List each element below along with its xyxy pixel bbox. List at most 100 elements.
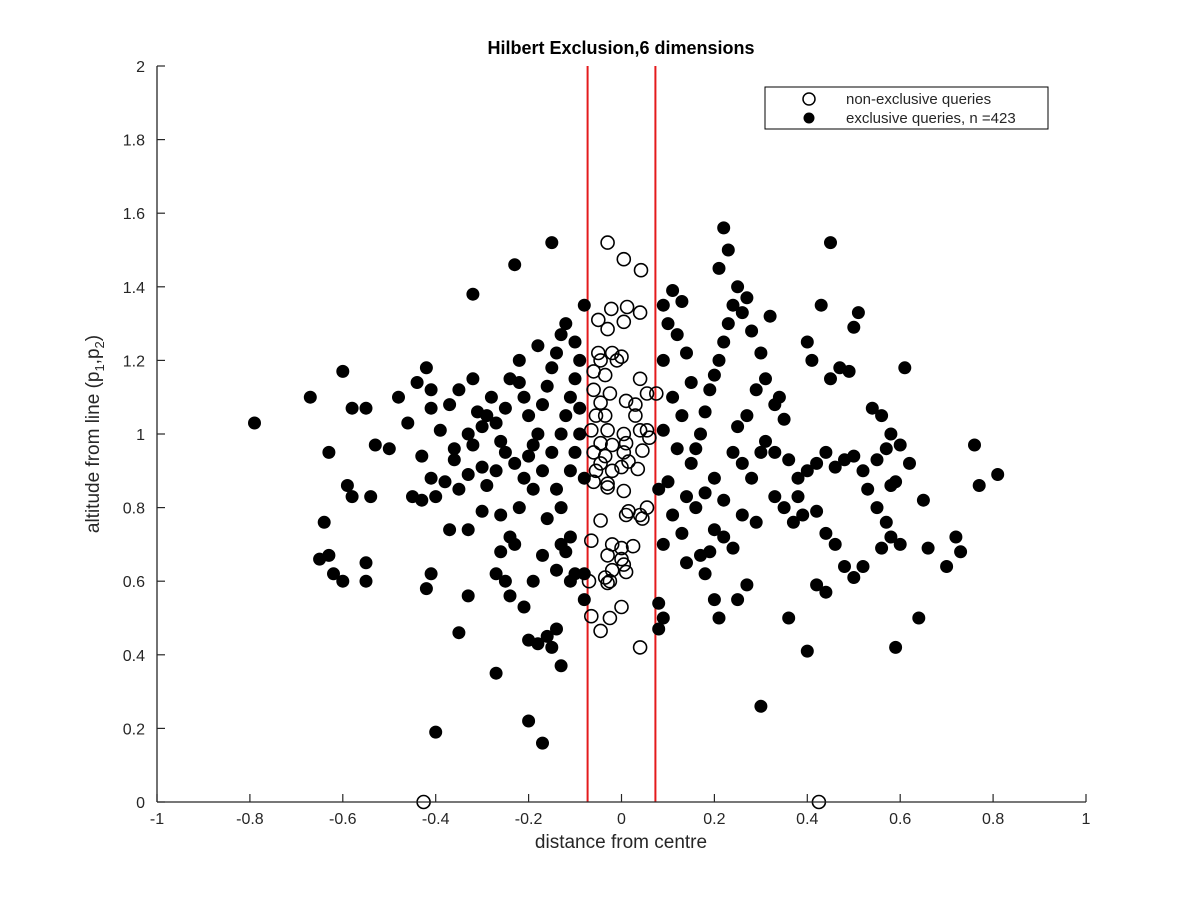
exclusive-point — [461, 523, 475, 537]
exclusive-point — [689, 442, 703, 456]
non-exclusive-point — [616, 483, 632, 499]
exclusive-point — [949, 530, 963, 544]
non-exclusive-point — [628, 408, 643, 423]
non-exclusive-point — [642, 430, 657, 446]
exclusive-point — [540, 629, 554, 643]
exclusive-point — [303, 390, 317, 404]
exclusive-point — [893, 438, 907, 452]
exclusive-point — [712, 261, 726, 275]
exclusive-point — [466, 372, 480, 386]
exclusive-point — [707, 593, 721, 607]
exclusive-point — [717, 221, 731, 235]
exclusive-point — [726, 541, 740, 555]
non-exclusive-point — [618, 393, 634, 409]
non-exclusive-point — [593, 435, 608, 451]
y-tick-label: 1.6 — [123, 206, 145, 223]
exclusive-point — [847, 449, 861, 463]
x-tick-label: -0.8 — [236, 811, 264, 828]
exclusive-point — [508, 258, 522, 272]
exclusive-point — [545, 640, 559, 654]
exclusive-point — [452, 482, 466, 496]
exclusive-point — [494, 545, 508, 559]
y-tick-label: 1.2 — [123, 353, 145, 370]
exclusive-point — [494, 508, 508, 522]
exclusive-point — [717, 335, 731, 349]
x-axis-label: distance from centre — [535, 832, 707, 853]
exclusive-point — [856, 464, 870, 478]
exclusive-point — [322, 445, 336, 459]
non-exclusive-point — [588, 463, 604, 479]
exclusive-point — [726, 445, 740, 459]
exclusive-point — [861, 482, 875, 496]
non-exclusive-point — [600, 235, 615, 250]
exclusive-point — [824, 372, 837, 386]
exclusive-point — [563, 390, 577, 404]
exclusive-point — [498, 574, 512, 588]
exclusive-point — [731, 420, 745, 434]
x-tick-label: 0.2 — [703, 811, 725, 828]
exclusive-point — [559, 545, 573, 559]
exclusive-point — [559, 317, 573, 331]
exclusive-point — [484, 390, 498, 404]
exclusive-point — [675, 526, 689, 540]
exclusive-point — [345, 490, 359, 504]
y-tick-label: 2 — [136, 59, 145, 76]
non-exclusive-point — [590, 345, 606, 361]
non-exclusive-point — [632, 371, 648, 387]
exclusive-point — [438, 475, 452, 489]
exclusive-point — [810, 504, 824, 518]
exclusive-point — [828, 537, 842, 551]
exclusive-point — [786, 515, 800, 529]
exclusive-point — [768, 445, 782, 459]
exclusive-point — [800, 644, 814, 658]
non-exclusive-point — [616, 445, 632, 460]
exclusive-point — [656, 423, 670, 437]
exclusive-point — [336, 364, 350, 378]
exclusive-point — [480, 409, 494, 423]
exclusive-point — [754, 346, 768, 360]
exclusive-point — [870, 501, 884, 515]
exclusive-point — [512, 376, 526, 389]
exclusive-point — [847, 571, 861, 584]
exclusive-point — [531, 637, 545, 651]
exclusive-point — [401, 416, 415, 430]
exclusive-point — [563, 464, 577, 478]
exclusive-point — [503, 530, 517, 544]
exclusive-point — [810, 456, 824, 470]
exclusive-point — [712, 611, 726, 625]
exclusive-point — [512, 353, 526, 367]
exclusive-point — [568, 335, 582, 349]
exclusive-point — [364, 490, 378, 504]
exclusive-point — [870, 453, 884, 467]
exclusive-point — [954, 545, 968, 559]
exclusive-point — [661, 475, 675, 489]
non-exclusive-point — [586, 382, 601, 398]
exclusive-point — [317, 515, 331, 529]
non-exclusive-point — [593, 623, 608, 639]
non-exclusive-point — [616, 557, 632, 572]
exclusive-point — [248, 416, 261, 430]
x-tick-label: 1 — [1082, 811, 1091, 828]
exclusive-point — [884, 427, 898, 441]
legend-marker-open-circle — [802, 92, 816, 106]
exclusive-point — [508, 456, 522, 470]
exclusive-point — [573, 427, 587, 441]
exclusive-point — [494, 434, 508, 448]
exclusive-point — [475, 460, 489, 474]
exclusive-point — [666, 284, 680, 297]
non-exclusive-point — [619, 299, 635, 315]
exclusive-point — [791, 471, 805, 485]
exclusive-point — [675, 295, 689, 308]
exclusive-point — [512, 501, 526, 515]
non-exclusive-point — [593, 395, 608, 411]
exclusive-point — [731, 280, 745, 294]
exclusive-point — [577, 593, 591, 607]
exclusive-point — [540, 379, 554, 393]
exclusive-point — [759, 434, 772, 448]
y-ticks: 0 0.2 0.4 0.6 0.8 1 1.2 1.4 1.6 1.8 2 — [123, 59, 165, 812]
non-exclusive-point — [632, 507, 648, 523]
exclusive-point — [689, 501, 703, 515]
exclusive-point — [898, 361, 912, 375]
exclusive-point — [777, 412, 791, 426]
exclusive-point — [656, 611, 670, 625]
